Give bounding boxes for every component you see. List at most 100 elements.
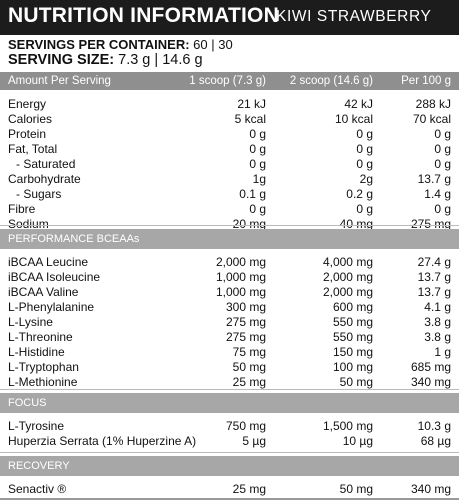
row-value-per-100g: 13.7 g [417, 285, 451, 299]
row-name: L-Methionine [8, 375, 78, 389]
row-value-per-100g: 340 mg [410, 482, 451, 496]
servings-per-container-value: 60 | 30 [193, 37, 233, 52]
row-value-per-100g: 13.7 g [417, 172, 451, 186]
table-row: L-Methionine 25 mg 50 mg 340 mg [0, 375, 459, 390]
row-divider [0, 389, 459, 390]
section-title: FOCUS [8, 397, 47, 409]
row-value-one-scoop: 300 mg [225, 300, 266, 314]
row-value-two-scoop: 0 g [356, 157, 373, 171]
row-name: iBCAA Isoleucine [8, 270, 101, 284]
table-row: - Sugars 0.1 g 0.2 g 1.4 g [0, 187, 459, 202]
table-row: iBCAA Valine 1,000 mg 2,000 mg 13.7 g [0, 285, 459, 300]
row-name: - Saturated [16, 157, 76, 171]
row-value-one-scoop: 21 kJ [237, 97, 266, 111]
servings-per-container: SERVINGS PER CONTAINER: 60 | 30 [8, 37, 233, 52]
row-value-two-scoop: 100 mg [332, 360, 373, 374]
row-value-per-100g: 288 kJ [415, 97, 451, 111]
header-per-100g: Per 100 g [401, 75, 451, 87]
table-row: L-Tyrosine 750 mg 1,500 mg 10.3 g [0, 419, 459, 434]
row-value-one-scoop: 275 mg [225, 330, 266, 344]
row-name: Calories [8, 112, 53, 126]
section-header: PERFORMANCE BCEAAs [0, 229, 459, 249]
table-row: Protein 0 g 0 g 0 g [0, 127, 459, 142]
row-value-one-scoop: 5 µg [242, 434, 266, 448]
row-value-two-scoop: 50 mg [339, 375, 373, 389]
row-value-one-scoop: 0 g [249, 142, 266, 156]
row-value-per-100g: 3.8 g [424, 330, 451, 344]
header-amount-per-serving: Amount Per Serving [8, 75, 111, 87]
row-value-per-100g: 27.4 g [417, 255, 451, 269]
serving-size-label: SERVING SIZE: [8, 52, 115, 68]
section-header: RECOVERY [0, 456, 459, 476]
row-value-two-scoop: 0.2 g [346, 187, 373, 201]
table-row: Carbohydrate 1g 2g 13.7 g [0, 172, 459, 187]
table-row: Huperzia Serrata (1% Huperzine A) 5 µg 10 … [0, 434, 459, 449]
row-name: Carbohydrate [8, 172, 81, 186]
section-title: PERFORMANCE BCEAAs [8, 233, 140, 245]
row-value-one-scoop: 1,000 mg [215, 270, 266, 284]
title-bar: NUTRITION INFORMATION KIWI STRAWBERRY [0, 0, 459, 35]
row-value-two-scoop: 0 g [356, 127, 373, 141]
row-value-per-100g: 3.8 g [424, 315, 451, 329]
row-divider [0, 225, 459, 226]
row-name: Energy [8, 97, 47, 111]
table-row: iBCAA Isoleucine 1,000 mg 2,000 mg 13.7 g [0, 270, 459, 285]
row-value-one-scoop: 2,000 mg [215, 255, 266, 269]
row-value-two-scoop: 2,000 mg [322, 270, 373, 284]
panel-title: NUTRITION INFORMATION [8, 4, 279, 27]
row-value-one-scoop: 50 mg [232, 360, 266, 374]
row-value-two-scoop: 150 mg [332, 345, 373, 359]
row-value-one-scoop: 5 kcal [234, 112, 266, 126]
table-row: L-Phenylalanine 300 mg 600 mg 4.1 g [0, 300, 459, 315]
row-value-one-scoop: 1g [252, 172, 266, 186]
row-name: L-Histidine [8, 345, 65, 359]
row-name: iBCAA Valine [8, 285, 79, 299]
row-name: L-Tyrosine [8, 419, 65, 433]
table-row: Calories 5 kcal 10 kcal 70 kcal [0, 112, 459, 127]
row-value-per-100g: 13.7 g [417, 270, 451, 284]
row-value-two-scoop: 550 mg [332, 315, 373, 329]
table-row: Fat, Total 0 g 0 g 0 g [0, 142, 459, 157]
table-row: Energy 21 kJ 42 kJ 288 kJ [0, 97, 459, 112]
row-value-one-scoop: 750 mg [225, 419, 266, 433]
row-value-per-100g: 4.1 g [424, 300, 451, 314]
row-value-two-scoop: 550 mg [332, 330, 373, 344]
row-name: iBCAA Leucine [8, 255, 89, 269]
serving-size: SERVING SIZE: 7.3 g | 14.6 g [8, 52, 203, 68]
bottom-divider [0, 498, 459, 500]
section-header: FOCUS [0, 393, 459, 413]
row-value-per-100g: 340 mg [410, 375, 451, 389]
row-value-one-scoop: 1,000 mg [215, 285, 266, 299]
row-value-two-scoop: 50 mg [339, 482, 373, 496]
row-value-one-scoop: 25 mg [232, 482, 266, 496]
row-value-two-scoop: 1,500 mg [322, 419, 373, 433]
row-name: L-Tryptophan [8, 360, 79, 374]
row-value-one-scoop: 20 mg [232, 217, 266, 231]
table-row: iBCAA Leucine 2,000 mg 4,000 mg 27.4 g [0, 255, 459, 270]
row-value-one-scoop: 0 g [249, 202, 266, 216]
row-value-one-scoop: 25 mg [232, 375, 266, 389]
row-value-per-100g: 1.4 g [424, 187, 451, 201]
section-title: RECOVERY [8, 460, 70, 472]
row-name: L-Lysine [8, 315, 53, 329]
row-value-per-100g: 275 mg [410, 217, 451, 231]
row-name: Fat, Total [8, 142, 58, 156]
row-name: Huperzia Serrata (1% Huperzine A) [8, 434, 197, 448]
table-header: Amount Per Serving 1 scoop (7.3 g) 2 sco… [0, 72, 459, 90]
row-value-per-100g: 1 g [434, 345, 451, 359]
row-name: L-Phenylalanine [8, 300, 95, 314]
header-one-scoop: 1 scoop (7.3 g) [189, 75, 266, 87]
row-value-two-scoop: 0 g [356, 142, 373, 156]
table-row: L-Lysine 275 mg 550 mg 3.8 g [0, 315, 459, 330]
row-name: Senactiv ® [8, 482, 67, 496]
row-name: Protein [8, 127, 47, 141]
row-value-per-100g: 68 µg [420, 434, 451, 448]
row-name: Fibre [8, 202, 36, 216]
row-value-two-scoop: 10 µg [342, 434, 373, 448]
row-value-two-scoop: 10 kcal [334, 112, 373, 126]
table-row: Senactiv ® 25 mg 50 mg 340 mg [0, 482, 459, 497]
row-value-one-scoop: 0 g [249, 157, 266, 171]
row-value-per-100g: 685 mg [410, 360, 451, 374]
servings-per-container-label: SERVINGS PER CONTAINER: [8, 37, 190, 52]
